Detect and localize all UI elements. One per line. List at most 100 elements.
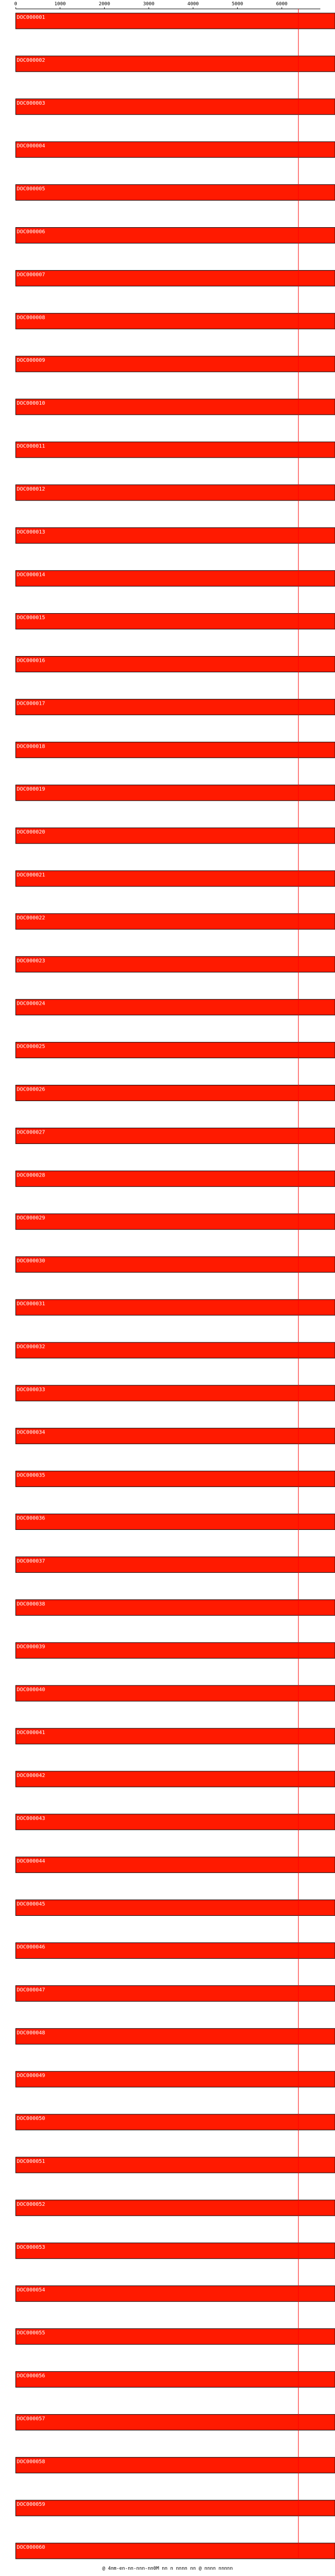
bar — [16, 828, 335, 843]
bar-category-label: DOC000035 — [17, 1473, 45, 1479]
bar — [16, 399, 335, 415]
bar-category-label: DOC000032 — [17, 1344, 45, 1350]
bar — [16, 56, 335, 72]
bar — [16, 1900, 335, 1916]
bar-category-label: DOC000058 — [17, 2459, 45, 2464]
bar — [16, 142, 335, 158]
bar — [16, 13, 335, 29]
bar-category-label: DOC000041 — [17, 1730, 45, 1736]
bar-category-label: DOC000047 — [17, 1987, 45, 1993]
bar — [16, 2114, 335, 2130]
bar-category-label: DOC000024 — [17, 1001, 45, 1007]
bar — [16, 356, 335, 372]
bar — [16, 1342, 335, 1358]
x-tick-label: 6000 — [276, 2, 287, 7]
bar-category-label: DOC000012 — [17, 486, 45, 492]
bar — [16, 1728, 335, 1744]
bar-category-label: DOC000003 — [17, 101, 45, 106]
bar — [16, 270, 335, 286]
bar — [16, 2414, 335, 2430]
bar — [16, 699, 335, 715]
bar — [16, 1771, 335, 1787]
bar — [16, 1042, 335, 1058]
bar — [16, 442, 335, 458]
bar — [16, 1857, 335, 1873]
bar — [16, 1214, 335, 1229]
bar — [16, 313, 335, 329]
bar — [16, 1171, 335, 1186]
bar-category-label: DOC000034 — [17, 1430, 45, 1436]
bar-category-label: DOC000051 — [17, 2159, 45, 2164]
x-tick-label: 0 — [14, 2, 17, 7]
bar-category-label: DOC000042 — [17, 1773, 45, 1779]
bar-category-label: DOC000015 — [17, 615, 45, 621]
bar — [16, 1385, 335, 1401]
bar-category-label: DOC000060 — [17, 2545, 45, 2550]
bar-category-label: DOC000016 — [17, 658, 45, 664]
bar-category-label: DOC000008 — [17, 315, 45, 320]
bar — [16, 614, 335, 629]
bar-category-label: DOC000043 — [17, 1816, 45, 1822]
x-tick-label: 4000 — [187, 2, 199, 7]
bar-category-label: DOC000053 — [17, 2245, 45, 2250]
bar — [16, 1300, 335, 1315]
x-tick-label: 1000 — [54, 2, 66, 7]
bar — [16, 1685, 335, 1701]
bar — [16, 1471, 335, 1487]
bar — [16, 2329, 335, 2345]
bar-category-label: DOC000046 — [17, 1945, 45, 1950]
bar — [16, 228, 335, 243]
x-tick-label: 5000 — [232, 2, 243, 7]
bar-category-label: DOC000002 — [17, 58, 45, 63]
bar-category-label: DOC000055 — [17, 2330, 45, 2336]
bar — [16, 2200, 335, 2216]
bar — [16, 485, 335, 501]
bar-category-label: DOC000036 — [17, 1516, 45, 1522]
bar-category-label: DOC000029 — [17, 1215, 45, 1221]
bar-category-label: DOC000027 — [17, 1129, 45, 1135]
bar — [16, 1514, 335, 1530]
bar-category-label: DOC000023 — [17, 958, 45, 964]
bar-category-label: DOC000020 — [17, 829, 45, 835]
bar — [16, 871, 335, 886]
bar — [16, 914, 335, 929]
bar-category-label: DOC000010 — [17, 401, 45, 406]
bar — [16, 528, 335, 543]
bar-category-label: DOC000014 — [17, 572, 45, 578]
bar-category-label: DOC000040 — [17, 1687, 45, 1693]
bar-category-label: DOC000038 — [17, 1601, 45, 1607]
chart-footer-note: @ 4nm-en-nn-nnn-nn0M nn n nnnn nn @ nnnn… — [102, 2566, 232, 2571]
x-axis: 0 1000 2000 3000 4000 5000 6000 — [14, 2, 320, 9]
bar — [16, 2243, 335, 2259]
bar — [16, 2028, 335, 2044]
bar — [16, 99, 335, 115]
bar — [16, 2500, 335, 2516]
bar — [16, 657, 335, 672]
bar — [16, 571, 335, 586]
bar — [16, 1985, 335, 2001]
bar-category-label: DOC000048 — [17, 2030, 45, 2036]
bar-category-label: DOC000005 — [17, 186, 45, 192]
x-tick-label: 2000 — [99, 2, 110, 7]
bar-category-label: DOC000007 — [17, 272, 45, 277]
bar-category-label: DOC000021 — [17, 872, 45, 878]
bar-category-label: DOC000052 — [17, 2202, 45, 2207]
bar-category-label: DOC000006 — [17, 229, 45, 235]
x-tick-label: 3000 — [143, 2, 154, 7]
bar — [16, 2071, 335, 2087]
bar — [16, 1943, 335, 1959]
bar — [16, 2286, 335, 2302]
bar-category-label: DOC000025 — [17, 1044, 45, 1050]
bar-category-label: DOC000044 — [17, 1859, 45, 1864]
bar — [16, 1085, 335, 1101]
bar — [16, 1600, 335, 1615]
bar — [16, 785, 335, 801]
bar — [16, 1128, 335, 1143]
bar-category-label: DOC000004 — [17, 143, 45, 149]
bar — [16, 957, 335, 972]
bars: DOC000001 DOC000002 DOC000003 DOC000004 DOC0… — [16, 13, 335, 2559]
bar — [16, 2457, 335, 2473]
bar-category-label: DOC000030 — [17, 1258, 45, 1264]
bar-category-label: DOC000033 — [17, 1387, 45, 1393]
